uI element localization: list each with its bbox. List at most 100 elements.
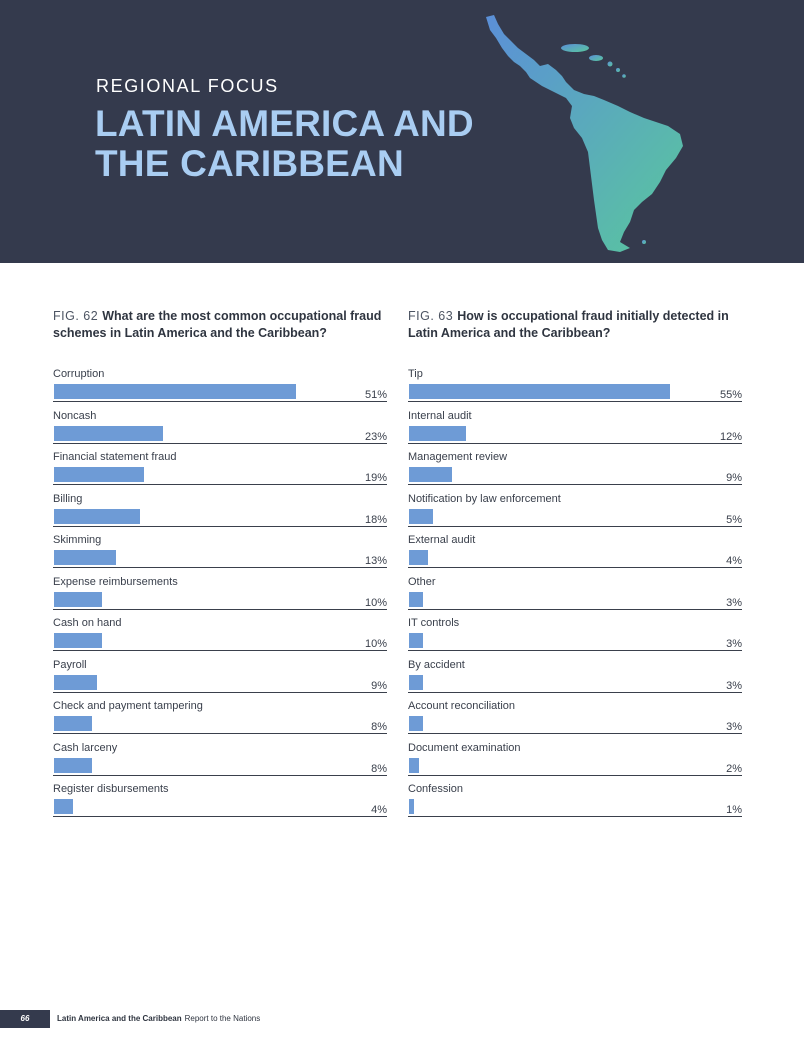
fig62-value-label: 9% [371,679,387,692]
fig63-chart: FIG. 63 How is occupational fraud initial… [408,308,748,817]
fig62-value-label: 19% [364,472,387,484]
fig63-title: FIG. 63 How is occupational fraud initial… [408,308,748,368]
fig63-bar [409,384,671,399]
fig62-row-divider [53,774,387,776]
fig62-title: FIG. 62 What are the most common occupati… [53,308,393,368]
fig62-category-label: Noncash [53,409,97,422]
footer-publication: Report to the Nations [184,1014,261,1023]
fig62-category-label: Cash larceny [53,741,118,754]
fig62-value-label: 18% [364,513,387,526]
fig62-row-divider [53,691,387,693]
fig62-bar [54,716,92,731]
fig62-chart: FIG. 62 What are the most common occupati… [53,308,393,817]
fig62-bar [54,384,297,399]
fig63-row: Confession 1% [408,783,742,819]
fig62-category-label: Expense reimbursements [53,575,178,588]
latin-america-map-icon [486,15,683,252]
fig62-category-label: Check and payment tampering [53,700,203,712]
fig62-row-divider [53,401,387,402]
fig62-bar [54,425,164,441]
fig62-row: Skimming 13% [53,534,387,570]
fig63-value-label: 1% [726,804,742,816]
fig63-row: Other 3% [408,576,742,612]
page-title: LATIN AMERICA AND THE CARIBBEAN [95,104,474,184]
fig62-category-label: Payroll [53,658,87,671]
page-number: 66 [0,1010,50,1028]
fig63-row-divider [408,691,742,693]
fig63-row: Tip 55% [408,368,742,404]
fig63-bar [409,508,433,524]
fig63-value-label: 3% [726,721,742,733]
page-title-line1: LATIN AMERICA AND [95,103,474,144]
fig63-value-label: 3% [726,596,742,609]
fig63-bar [409,467,452,482]
fig62-value-label: 23% [364,430,387,443]
fig62-row-divider [53,733,387,734]
fig63-row: Account reconciliation 3% [408,700,742,736]
fig63-category-label: Notification by law enforcement [408,492,561,505]
fig63-bar [409,799,414,814]
fig62-bar [54,550,116,565]
fig63-value-label: 9% [726,472,742,484]
fig62-row-divider [53,484,387,485]
fig63-row: Internal audit 12% [408,410,742,446]
fig63-row: IT controls 3% [408,617,742,653]
footer-text: Latin America and the Caribbean Report to… [57,1014,260,1023]
fig63-value-label: 12% [719,430,742,443]
fig63-row-divider [408,608,742,610]
fig62-row: Billing 18% [53,493,387,529]
fig62-category-label: Billing [53,492,83,505]
fig62-row: Register disbursements 4% [53,783,387,819]
fig62-bar [54,508,140,524]
fig63-bar [409,550,428,565]
fig63-category-label: Tip [408,368,423,380]
header-banner: REGIONAL FOCUS LATIN AMERICA AND THE CAR… [0,0,804,263]
fig62-row: Payroll 9% [53,659,387,695]
fig63-category-label: Internal audit [408,409,472,422]
fig62-category-label: Skimming [53,534,102,546]
fig62-row: Check and payment tampering 8% [53,700,387,736]
fig62-row: Expense reimbursements 10% [53,576,387,612]
fig63-row-divider [408,733,742,734]
page-title-line2: THE CARIBBEAN [95,143,404,184]
fig63-value-label: 55% [719,389,742,401]
fig63-category-label: Account reconciliation [408,700,516,712]
fig62-bar [54,633,102,648]
fig63-category-label: IT controls [408,617,460,629]
fig62-row-divider [53,567,387,568]
fig62-bar [54,674,97,690]
fig63-row-divider [408,567,742,568]
footer-section: Latin America and the Caribbean [57,1014,182,1023]
fig63-value-label: 5% [726,513,742,526]
fig62-row-divider [53,525,387,527]
section-kicker: REGIONAL FOCUS [96,76,279,96]
fig63-category-label: External audit [408,534,476,546]
fig63-bar [409,716,424,731]
fig63-value-label: 3% [726,679,742,692]
fig62-category-label: Financial statement fraud [53,451,177,463]
fig63-bar [409,425,466,441]
fig62-category-label: Register disbursements [53,783,169,795]
fig63-row: Notification by law enforcement 5% [408,493,742,529]
fig62-value-label: 8% [371,762,387,775]
fig63-row-divider [408,442,742,444]
fig63-row: External audit 4% [408,534,742,570]
fig63-row-divider [408,774,742,776]
fig63-row-divider [408,401,742,402]
fig63-value-label: 4% [726,555,742,567]
fig63-category-label: Management review [408,451,508,463]
fig62-label: FIG. 62 [53,309,99,323]
fig62-value-label: 51% [364,389,387,401]
fig62-value-label: 10% [364,596,387,609]
fig62-row: Corruption 51% [53,368,387,404]
fig62-row: Noncash 23% [53,410,387,446]
fig62-question: What are the most common occupational fr… [53,309,382,340]
fig63-category-label: Document examination [408,741,521,754]
fig63-label: FIG. 63 [408,309,454,323]
fig63-bar [409,591,424,607]
fig63-bar [409,633,424,648]
fig62-value-label: 13% [364,555,387,567]
fig62-bar [54,757,92,773]
fig63-row-divider [408,650,742,651]
fig63-row: Document examination 2% [408,742,742,778]
